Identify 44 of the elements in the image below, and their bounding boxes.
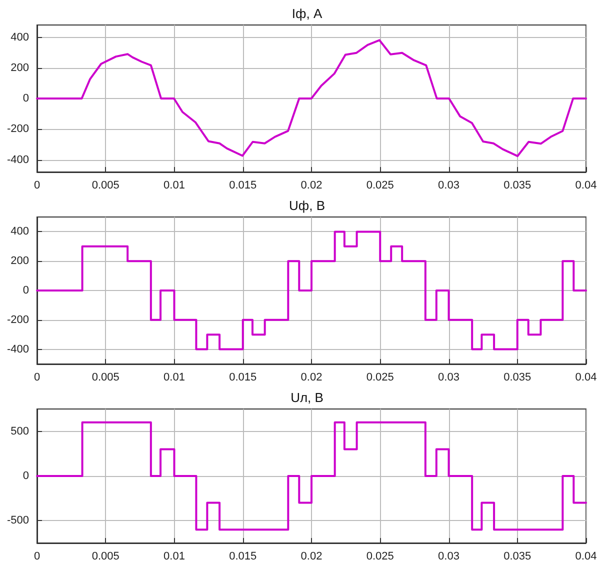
- x-tick-label: 0.035: [504, 180, 532, 192]
- y-tick-label: 200: [10, 62, 29, 74]
- x-tick-label: 0.01: [164, 372, 185, 384]
- y-tick-label: 0: [22, 470, 29, 482]
- x-tick-label: 0.015: [229, 372, 257, 384]
- y-tick-label: 200: [10, 255, 29, 268]
- y-tick-label: -400: [6, 154, 29, 166]
- y-tick-label: -400: [6, 343, 29, 356]
- x-tick-label: 0.02: [300, 180, 322, 192]
- chart-title: Uф, В: [289, 198, 325, 213]
- x-tick-label: 0.035: [504, 550, 532, 562]
- x-tick-label: 0.04: [575, 550, 597, 562]
- x-tick-label: 0.04: [575, 180, 597, 192]
- x-tick-label: 0: [34, 550, 40, 562]
- x-tick-label: 0.01: [164, 550, 185, 562]
- x-tick-label: 0.005: [92, 180, 120, 192]
- x-tick-label: 0.035: [504, 372, 532, 384]
- x-tick-label: 0.03: [438, 550, 460, 562]
- line-series: [36, 39, 587, 158]
- x-tick-label: 0.005: [92, 550, 120, 562]
- chart-title: Uл, В: [290, 390, 324, 405]
- chart-title: Iф, А: [292, 6, 322, 21]
- x-tick-label: 0.02: [300, 372, 322, 384]
- x-tick-label: 0.005: [92, 372, 120, 384]
- x-tick-label: 0.025: [366, 180, 394, 192]
- x-tick-label: 0.03: [438, 180, 460, 192]
- y-tick-label: 0: [22, 92, 29, 104]
- y-tick-label: 0: [22, 284, 29, 296]
- y-tick-label: 400: [10, 226, 29, 238]
- x-tick-label: 0.025: [366, 550, 394, 562]
- x-tick-label: 0.015: [229, 180, 257, 192]
- x-tick-label: 0.025: [366, 372, 394, 384]
- x-tick-label: 0.03: [438, 372, 460, 384]
- x-tick-label: 0: [34, 180, 40, 192]
- x-tick-label: 0.04: [575, 372, 597, 384]
- x-tick-label: 0.02: [300, 550, 322, 562]
- y-tick-label: 500: [10, 425, 29, 438]
- y-tick-label: -200: [6, 314, 29, 326]
- x-tick-label: 0: [34, 372, 40, 384]
- x-tick-label: 0.015: [229, 550, 257, 562]
- x-tick-label: 0.01: [164, 180, 185, 192]
- y-tick-label: -500: [6, 514, 29, 527]
- y-tick-label: 400: [10, 31, 29, 44]
- y-tick-label: -200: [6, 123, 29, 136]
